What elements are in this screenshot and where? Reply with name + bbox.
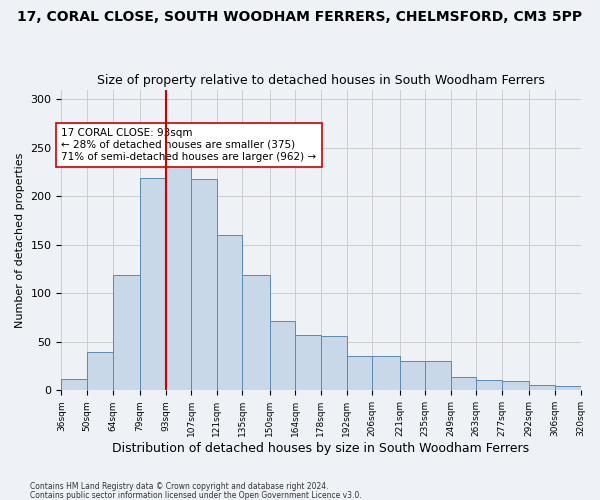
Text: Contains public sector information licensed under the Open Government Licence v3: Contains public sector information licen… — [30, 490, 362, 500]
Bar — [425, 361, 451, 390]
Bar — [347, 356, 372, 390]
Bar — [372, 356, 400, 390]
Bar — [529, 386, 555, 390]
Bar — [217, 235, 242, 390]
Bar — [270, 322, 295, 390]
Bar — [555, 386, 581, 390]
Text: Contains HM Land Registry data © Crown copyright and database right 2024.: Contains HM Land Registry data © Crown c… — [30, 482, 329, 491]
Text: 17, CORAL CLOSE, SOUTH WOODHAM FERRERS, CHELMSFORD, CM3 5PP: 17, CORAL CLOSE, SOUTH WOODHAM FERRERS, … — [17, 10, 583, 24]
Bar — [581, 388, 600, 390]
Bar — [295, 335, 321, 390]
Title: Size of property relative to detached houses in South Woodham Ferrers: Size of property relative to detached ho… — [97, 74, 545, 87]
Bar — [476, 380, 502, 390]
Bar — [61, 378, 87, 390]
Bar — [113, 275, 140, 390]
Bar — [451, 377, 476, 390]
Bar — [502, 380, 529, 390]
Bar — [400, 361, 425, 390]
Bar — [166, 164, 191, 390]
Bar — [321, 336, 347, 390]
Bar — [242, 275, 270, 390]
Bar — [140, 178, 166, 390]
Bar — [87, 352, 113, 391]
Text: 17 CORAL CLOSE: 93sqm
← 28% of detached houses are smaller (375)
71% of semi-det: 17 CORAL CLOSE: 93sqm ← 28% of detached … — [61, 128, 317, 162]
X-axis label: Distribution of detached houses by size in South Woodham Ferrers: Distribution of detached houses by size … — [112, 442, 530, 455]
Y-axis label: Number of detached properties: Number of detached properties — [15, 152, 25, 328]
Bar — [191, 179, 217, 390]
